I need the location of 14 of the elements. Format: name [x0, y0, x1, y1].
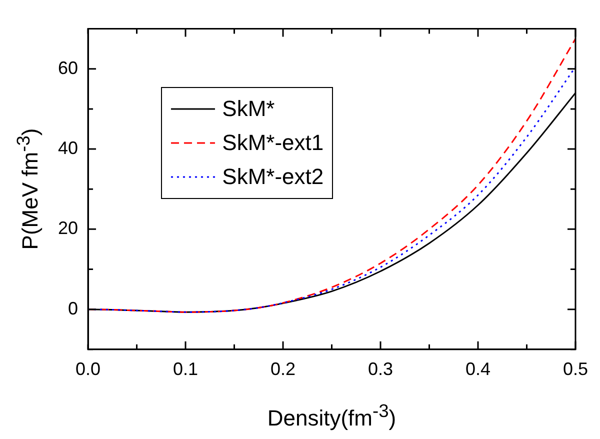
- x-tick-label: 0.0: [76, 359, 101, 380]
- x-tick-label: 0.2: [270, 359, 296, 380]
- y-tick-label: 0: [68, 298, 78, 318]
- legend-label: SkM*-ext1: [222, 128, 324, 156]
- x-tick-label: 0.5: [562, 359, 588, 380]
- x-tick-label: 0.3: [368, 359, 394, 380]
- y-tick-label: 40: [58, 138, 78, 158]
- legend-label: SkM*-ext2: [222, 162, 324, 190]
- legend-label: SkM*: [222, 94, 275, 122]
- x-axis-title: Density(fm$^{-3}$): [267, 400, 396, 432]
- x-tick-label: 0.4: [465, 359, 491, 380]
- y-tick-label: 60: [58, 58, 78, 78]
- y-tick-label: 20: [58, 218, 78, 238]
- x-tick-label: 0.1: [173, 359, 198, 380]
